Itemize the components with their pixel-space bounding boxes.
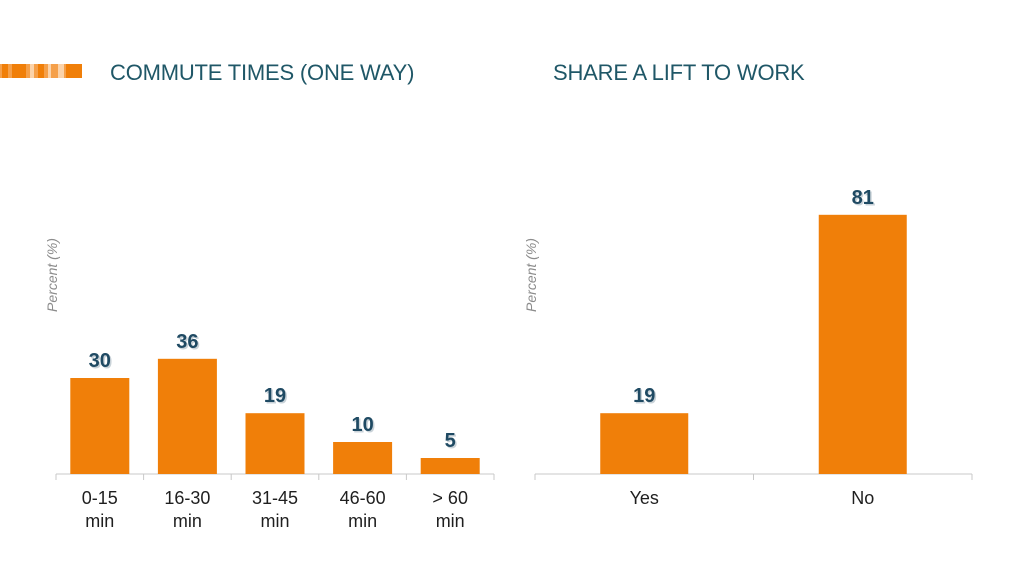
data-label: 10 (351, 414, 373, 436)
x-tick-label: 0-15 min (82, 488, 118, 531)
share-lift-chart-title: SHARE A LIFT TO WORK (553, 60, 805, 85)
commute-times-chart-title: COMMUTE TIMES (ONE WAY) (110, 60, 415, 85)
data-label: 5 (445, 430, 456, 452)
bar (245, 413, 305, 474)
data-label-shadow: 19 (635, 387, 657, 409)
data-label: 30 (89, 350, 111, 372)
data-label: 81 (852, 187, 874, 209)
x-tick-label: > 60 min (432, 488, 468, 531)
data-label-shadow: 5 (446, 432, 457, 454)
bar (420, 458, 480, 474)
data-label-shadow: 10 (353, 416, 375, 438)
bar (333, 442, 393, 474)
x-tick-label: 46-60 min (340, 488, 386, 531)
x-tick-label: 16-30 min (164, 488, 210, 531)
bar (600, 413, 689, 474)
x-tick-label: No (851, 488, 874, 508)
x-tick-label: 31-45 min (252, 488, 298, 531)
bar (157, 358, 217, 474)
data-label-shadow: 19 (265, 387, 287, 409)
bar (70, 378, 130, 474)
x-tick-label: Yes (630, 488, 659, 508)
bar (818, 214, 907, 475)
data-label: 36 (176, 331, 198, 353)
brand-stripes-logo (0, 64, 82, 78)
data-label: 19 (633, 385, 655, 407)
data-label-shadow: 30 (90, 352, 112, 374)
data-label-shadow: 36 (178, 332, 200, 354)
data-label: 19 (264, 385, 286, 407)
y-axis-label: Percent (%) (523, 238, 539, 312)
y-axis-label: Percent (%) (44, 238, 60, 312)
data-label-shadow: 81 (853, 188, 875, 210)
